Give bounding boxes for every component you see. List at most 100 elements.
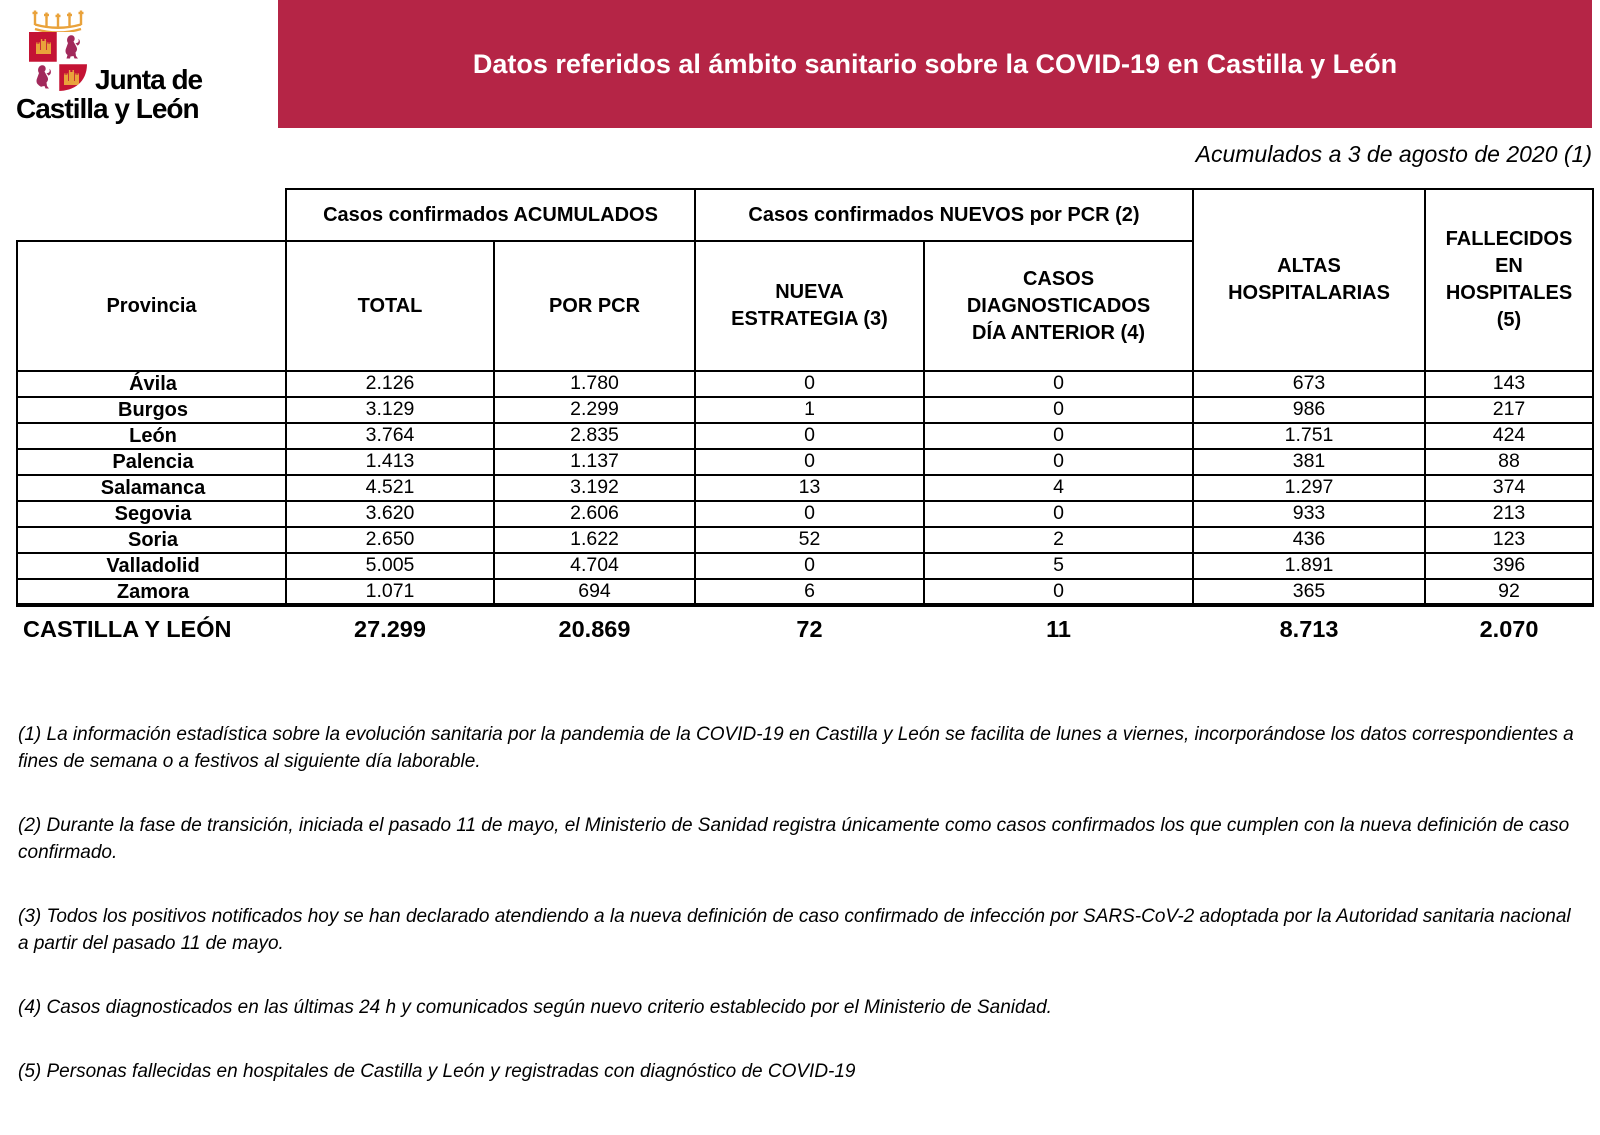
group-header-accumulated: Casos confirmados ACUMULADOS — [285, 188, 696, 242]
casos-diagnosticados-cell: 0 — [923, 370, 1194, 398]
altas-cell: 1.891 — [1192, 552, 1426, 580]
altas-cell: 365 — [1192, 578, 1426, 607]
casos-diagnosticados-cell: 5 — [923, 552, 1194, 580]
total-row: CASTILLA Y LEÓN 27.299 20.869 72 11 8.71… — [17, 605, 1593, 651]
province-cell: Palencia — [16, 448, 287, 476]
province-cell: Ávila — [16, 370, 287, 398]
fallecidos-cell: 374 — [1424, 474, 1594, 502]
table-row: Palencia 1.413 1.137 0 0 381 88 — [16, 448, 1594, 476]
nueva-estrategia-cell: 13 — [694, 474, 925, 502]
por-pcr-cell: 1.780 — [493, 370, 696, 398]
total-cell: 4.521 — [285, 474, 495, 502]
junta-logo: Junta de Castilla y León — [0, 0, 278, 140]
fallecidos-cell: 396 — [1424, 552, 1594, 580]
nueva-estrategia-cell: 0 — [694, 422, 925, 450]
fallecidos-cell: 92 — [1424, 578, 1594, 607]
casos-diagnosticados-cell: 0 — [923, 448, 1194, 476]
table-row: León 3.764 2.835 0 0 1.751 424 — [16, 422, 1594, 450]
shield-icon — [29, 32, 87, 91]
column-header-por-pcr: POR PCR — [493, 240, 696, 372]
total-cell: 3.620 — [285, 500, 495, 528]
nueva-estrategia-cell: 1 — [694, 396, 925, 424]
table-row: Burgos 3.129 2.299 1 0 986 217 — [16, 396, 1594, 424]
fallecidos-cell: 123 — [1424, 526, 1594, 554]
casos-diagnosticados-cell: 0 — [923, 500, 1194, 528]
nueva-estrategia-cell: 52 — [694, 526, 925, 554]
column-header-casos-diagnosticados: CASOS DIAGNOSTICADOS DÍA ANTERIOR (4) — [923, 240, 1194, 372]
total-cell: 1.071 — [285, 578, 495, 607]
table-row: Soria 2.650 1.622 52 2 436 123 — [16, 526, 1594, 554]
altas-cell: 986 — [1192, 396, 1426, 424]
fallecidos-cell: 424 — [1424, 422, 1594, 450]
total-cell: 2.650 — [285, 526, 495, 554]
total-cell: 3.129 — [285, 396, 495, 424]
column-header-fallecidos: FALLECIDOS EN HOSPITALES (5) — [1424, 188, 1594, 372]
footnote-5: (5) Personas fallecidas en hospitales de… — [18, 1060, 856, 1082]
province-cell: Salamanca — [16, 474, 287, 502]
province-cell: Segovia — [16, 500, 287, 528]
province-cell: Soria — [16, 526, 287, 554]
footnote-4: (4) Casos diagnosticados en las últimas … — [18, 996, 1052, 1018]
por-pcr-cell: 3.192 — [493, 474, 696, 502]
page-title: Datos referidos al ámbito sanitario sobr… — [472, 48, 1398, 79]
nueva-estrategia-cell: 0 — [694, 448, 925, 476]
por-pcr-cell: 2.835 — [493, 422, 696, 450]
logo-text-line2: Castilla y León — [16, 93, 200, 124]
total-row-nueva: 72 — [796, 615, 823, 642]
column-header-nueva-estrategia: NUEVA ESTRATEGIA (3) — [694, 240, 925, 372]
province-cell: León — [16, 422, 287, 450]
fallecidos-cell: 217 — [1424, 396, 1594, 424]
nueva-estrategia-cell: 0 — [694, 500, 925, 528]
nueva-estrategia-cell: 6 — [694, 578, 925, 607]
fallecidos-cell: 88 — [1424, 448, 1594, 476]
total-cell: 5.005 — [285, 552, 495, 580]
altas-cell: 673 — [1192, 370, 1426, 398]
column-header-row: Provincia TOTAL POR PCR NUEVA ESTRATEGIA… — [16, 240, 1593, 372]
crown-icon — [32, 10, 84, 34]
title-banner: Datos referidos al ámbito sanitario sobr… — [278, 0, 1592, 128]
total-cell: 2.126 — [285, 370, 495, 398]
nueva-estrategia-cell: 0 — [694, 370, 925, 398]
logo-text-line1: Junta de — [95, 64, 203, 95]
casos-diagnosticados-cell: 0 — [923, 396, 1194, 424]
fallecidos-cell: 213 — [1424, 500, 1594, 528]
casos-diagnosticados-cell: 2 — [923, 526, 1194, 554]
total-cell: 3.764 — [285, 422, 495, 450]
altas-cell: 436 — [1192, 526, 1426, 554]
casos-diagnosticados-cell: 0 — [923, 578, 1194, 607]
table-row: Zamora 1.071 694 6 0 365 92 — [16, 578, 1594, 607]
casos-diagnosticados-cell: 0 — [923, 422, 1194, 450]
por-pcr-cell: 694 — [493, 578, 696, 607]
column-header-altas: ALTAS HOSPITALARIAS — [1192, 188, 1426, 372]
altas-cell: 933 — [1192, 500, 1426, 528]
footnote-1: (1) La información estadística sobre la … — [18, 724, 1574, 772]
covid-data-table: Casos confirmados ACUMULADOS Casos confi… — [16, 188, 1594, 651]
altas-cell: 1.297 — [1192, 474, 1426, 502]
casos-diagnosticados-cell: 4 — [923, 474, 1194, 502]
blank-corner-cell — [17, 189, 286, 241]
total-row-altas: 8.713 — [1279, 615, 1339, 642]
column-header-provincia: Provincia — [16, 240, 287, 372]
group-header-new-pcr: Casos confirmados NUEVOS por PCR (2) — [694, 188, 1194, 242]
footnotes: (1) La información estadística sobre la … — [18, 722, 1580, 1123]
por-pcr-cell: 1.137 — [493, 448, 696, 476]
total-row-diag: 11 — [1046, 615, 1071, 642]
coat-of-arms-icon — [29, 10, 87, 91]
altas-cell: 381 — [1192, 448, 1426, 476]
footnote-3: (3) Todos los positivos notificados hoy … — [18, 905, 1571, 954]
por-pcr-cell: 1.622 — [493, 526, 696, 554]
footnote-2: (2) Durante la fase de transición, inici… — [18, 814, 1570, 863]
por-pcr-cell: 2.606 — [493, 500, 696, 528]
table-row: Ávila 2.126 1.780 0 0 673 143 — [16, 370, 1594, 398]
total-row-fallecidos: 2.070 — [1479, 615, 1539, 642]
nueva-estrategia-cell: 0 — [694, 552, 925, 580]
total-cell: 1.413 — [285, 448, 495, 476]
total-row-total: 27.299 — [354, 615, 426, 642]
fallecidos-cell: 143 — [1424, 370, 1594, 398]
table-row: Segovia 3.620 2.606 0 0 933 213 — [16, 500, 1594, 528]
column-header-total: TOTAL — [285, 240, 495, 372]
province-cell: Zamora — [16, 578, 287, 607]
total-row-label: CASTILLA Y LEÓN — [23, 615, 232, 642]
total-row-por-pcr: 20.869 — [558, 615, 631, 642]
